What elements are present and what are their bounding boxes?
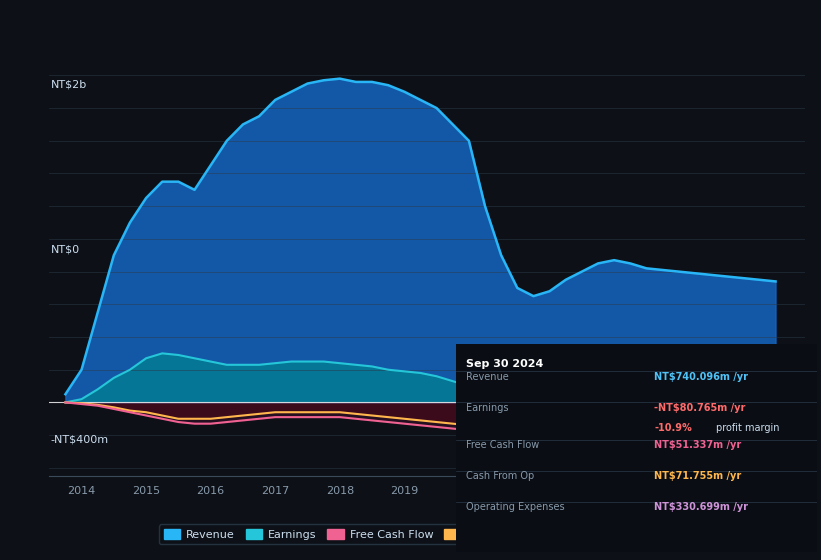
Text: -NT$80.765m /yr: -NT$80.765m /yr: [654, 403, 745, 413]
Text: Cash From Op: Cash From Op: [466, 471, 534, 481]
Text: -10.9%: -10.9%: [654, 423, 692, 433]
Text: -NT$400m: -NT$400m: [51, 434, 109, 444]
Text: Revenue: Revenue: [466, 372, 509, 382]
Text: Sep 30 2024: Sep 30 2024: [466, 359, 544, 369]
Legend: Revenue, Earnings, Free Cash Flow, Cash From Op, Operating Expenses: Revenue, Earnings, Free Cash Flow, Cash …: [159, 524, 695, 544]
Text: Operating Expenses: Operating Expenses: [466, 502, 565, 512]
Text: NT$51.337m /yr: NT$51.337m /yr: [654, 440, 741, 450]
Text: NT$0: NT$0: [51, 244, 80, 254]
Text: NT$71.755m /yr: NT$71.755m /yr: [654, 471, 741, 481]
Text: Earnings: Earnings: [466, 403, 509, 413]
Text: profit margin: profit margin: [716, 423, 779, 433]
Text: NT$2b: NT$2b: [51, 80, 87, 90]
Text: Free Cash Flow: Free Cash Flow: [466, 440, 539, 450]
Text: NT$740.096m /yr: NT$740.096m /yr: [654, 372, 748, 382]
Text: NT$330.699m /yr: NT$330.699m /yr: [654, 502, 748, 512]
